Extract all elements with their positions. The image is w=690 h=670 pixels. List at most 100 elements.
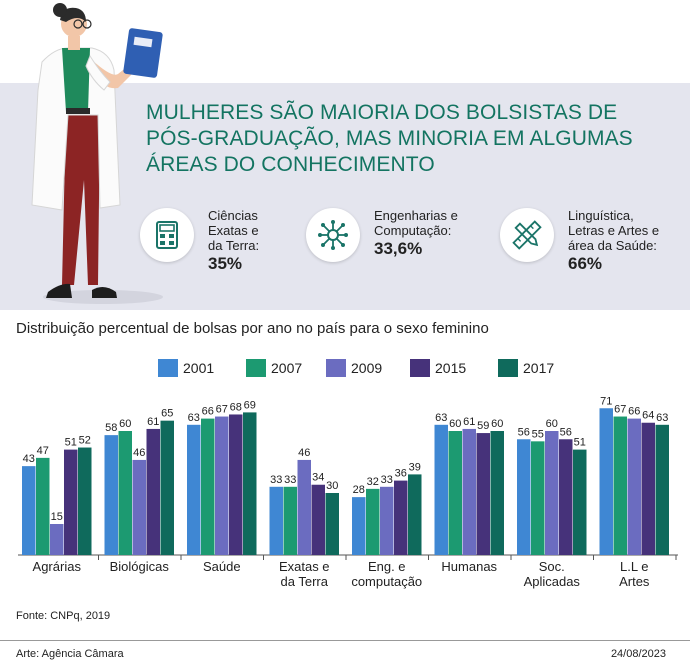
category-label: L.L e Artes xyxy=(619,559,650,589)
data-label: 60 xyxy=(546,418,558,430)
chart-title: Distribuição percentual de bolsas por an… xyxy=(16,320,489,337)
data-label: 60 xyxy=(491,418,503,430)
scientist-illustration xyxy=(31,3,163,304)
data-label: 43 xyxy=(23,453,35,465)
network-icon xyxy=(318,220,348,250)
data-label: 51 xyxy=(574,437,586,449)
data-label: 33 xyxy=(270,474,282,486)
stat-label-line: Engenharias e xyxy=(374,208,458,223)
bar-2015-1 xyxy=(64,449,78,555)
bar-2017-3 xyxy=(243,412,257,555)
legend-label: 2007 xyxy=(271,360,303,376)
stat-icon-circle xyxy=(140,208,194,262)
data-label: 64 xyxy=(642,410,654,422)
credit: Arte: Agência Câmara xyxy=(16,648,124,660)
pencil-ruler-icon xyxy=(512,220,542,250)
bar-2015-3 xyxy=(229,414,243,555)
stat-text: Ciências Exatas e da Terra: 35% xyxy=(208,208,259,275)
data-label: 46 xyxy=(133,447,145,459)
legend-label: 2009 xyxy=(351,360,383,376)
bar-2015-2 xyxy=(146,428,160,555)
data-label: 47 xyxy=(37,445,49,457)
data-label: 60 xyxy=(119,418,131,430)
bar-2015-4 xyxy=(311,484,325,555)
date: 24/08/2023 xyxy=(610,648,666,660)
category-label: Saúde xyxy=(203,559,241,574)
stat-label-line: Computação: xyxy=(374,223,452,238)
footer-divider xyxy=(0,640,690,641)
bar-2017-7 xyxy=(573,449,587,555)
bar-2017-1 xyxy=(78,447,92,555)
headline: MULHERES SÃO MAIORIA DOS BOLSISTAS DE PÓ… xyxy=(146,101,633,176)
bar-2009-3 xyxy=(215,416,229,555)
stat-text: Linguística, Letras e Artes e área da Sa… xyxy=(568,208,659,275)
bar-2007-5 xyxy=(366,488,380,555)
stat-value: 66% xyxy=(568,254,603,273)
data-label: 68 xyxy=(230,401,242,413)
data-label: 56 xyxy=(518,426,530,438)
data-label: 30 xyxy=(326,480,338,492)
bar-2001-2 xyxy=(104,435,118,555)
data-label: 66 xyxy=(202,406,214,418)
legend-swatch xyxy=(498,359,518,377)
bar-2017-6 xyxy=(490,431,504,555)
bar-2015-5 xyxy=(394,480,408,555)
data-label: 46 xyxy=(298,447,310,459)
legend-label: 2017 xyxy=(523,360,555,376)
legend-swatch xyxy=(246,359,266,377)
bar-2001-1 xyxy=(22,466,36,555)
data-label: 66 xyxy=(628,406,640,418)
stat-engenharias: Engenharias e Computação: 33,6% xyxy=(306,204,486,274)
stat-label-line: da Terra: xyxy=(208,238,260,253)
bar-2007-4 xyxy=(283,486,297,555)
legend-label: 2015 xyxy=(435,360,467,376)
data-label: 61 xyxy=(147,416,159,428)
bar-2007-6 xyxy=(448,431,462,555)
bar-2015-8 xyxy=(641,422,655,555)
data-label: 34 xyxy=(312,472,324,484)
bar-2015-7 xyxy=(559,439,573,555)
data-label: 33 xyxy=(381,474,393,486)
data-label: 56 xyxy=(560,426,572,438)
source-note: Fonte: CNPq, 2019 xyxy=(16,610,111,622)
data-label: 33 xyxy=(284,474,296,486)
stat-label-line: área da Saúde: xyxy=(568,238,657,253)
stat-icon-circle xyxy=(500,208,554,262)
data-label: 52 xyxy=(79,435,91,447)
bar-2001-8 xyxy=(599,408,613,555)
data-label: 15 xyxy=(51,511,63,523)
category-label: Eng. e computação xyxy=(351,559,422,589)
data-label: 58 xyxy=(105,422,117,434)
data-label: 55 xyxy=(532,428,544,440)
data-label: 36 xyxy=(395,468,407,480)
bar-2001-4 xyxy=(269,486,283,555)
stat-label-line: Letras e Artes e xyxy=(568,223,660,238)
data-label: 63 xyxy=(656,412,668,424)
bar-2001-6 xyxy=(434,424,448,555)
data-label: 63 xyxy=(188,412,200,424)
bar-2007-7 xyxy=(531,441,545,555)
bar-2017-5 xyxy=(408,474,422,555)
bar-2007-3 xyxy=(201,418,215,555)
data-label: 39 xyxy=(409,461,421,473)
bar-2007-2 xyxy=(118,431,132,555)
bar-2015-6 xyxy=(476,433,490,555)
data-label: 67 xyxy=(216,404,228,416)
category-label: Soc. Aplicadas xyxy=(524,559,581,589)
data-label: 51 xyxy=(65,437,77,449)
bar-2007-1 xyxy=(36,457,50,555)
bar-2009-1 xyxy=(50,524,64,555)
category-label: Exatas e da Terra xyxy=(279,559,330,589)
stat-label-line: Exatas e xyxy=(208,223,259,238)
bar-2017-2 xyxy=(160,420,174,555)
data-label: 71 xyxy=(600,395,612,407)
data-label: 32 xyxy=(367,476,379,488)
bar-2009-4 xyxy=(297,459,311,555)
bar-2009-6 xyxy=(462,428,476,555)
data-label: 59 xyxy=(477,420,489,432)
bar-2001-7 xyxy=(517,439,531,555)
bar-2009-5 xyxy=(380,486,394,555)
bar-2009-7 xyxy=(545,431,559,555)
stat-label-line: Linguística, xyxy=(568,208,634,223)
